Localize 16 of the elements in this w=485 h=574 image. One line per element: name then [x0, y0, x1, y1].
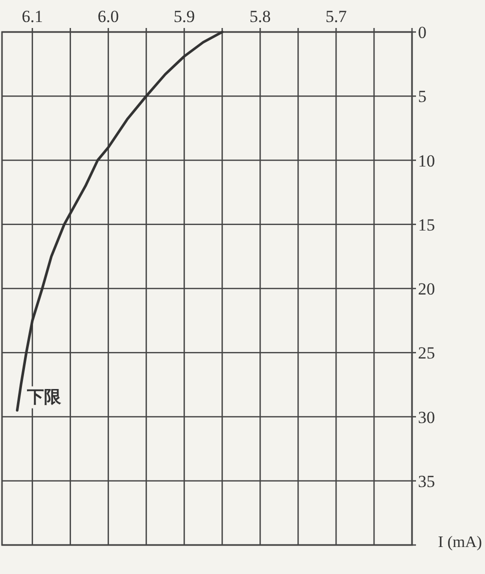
- x-tick-label: 5.8: [250, 7, 271, 26]
- x-tick-label: 5.9: [174, 7, 195, 26]
- y-tick-label: 20: [418, 280, 435, 298]
- x-tick-label: 6.1: [22, 7, 43, 26]
- y-tick-label: 15: [418, 215, 435, 234]
- y-tick-label: 30: [418, 408, 435, 427]
- y-tick-label: 25: [418, 344, 435, 363]
- annotation: 下限: [26, 387, 62, 408]
- y-tick-label: 0: [418, 23, 426, 42]
- y-tick-label: 5: [418, 87, 426, 106]
- y-tick-label: 35: [418, 472, 435, 491]
- line-series: [16, 30, 224, 412]
- y-tick-label: 10: [418, 151, 435, 170]
- x-tick-label: 6.0: [98, 7, 119, 26]
- x-tick-label: 5.7: [325, 7, 348, 26]
- y-axis-title: I (mA): [438, 534, 482, 551]
